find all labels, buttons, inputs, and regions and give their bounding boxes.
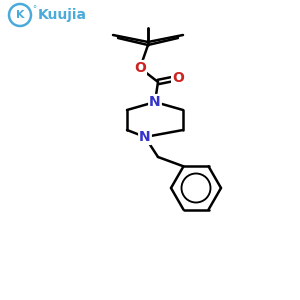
Text: °: °: [32, 5, 36, 14]
Text: N: N: [139, 130, 151, 144]
Text: K: K: [16, 10, 24, 20]
Text: Kuujia: Kuujia: [38, 8, 87, 22]
Text: N: N: [149, 95, 161, 109]
Text: O: O: [172, 71, 184, 85]
Text: O: O: [134, 61, 146, 75]
